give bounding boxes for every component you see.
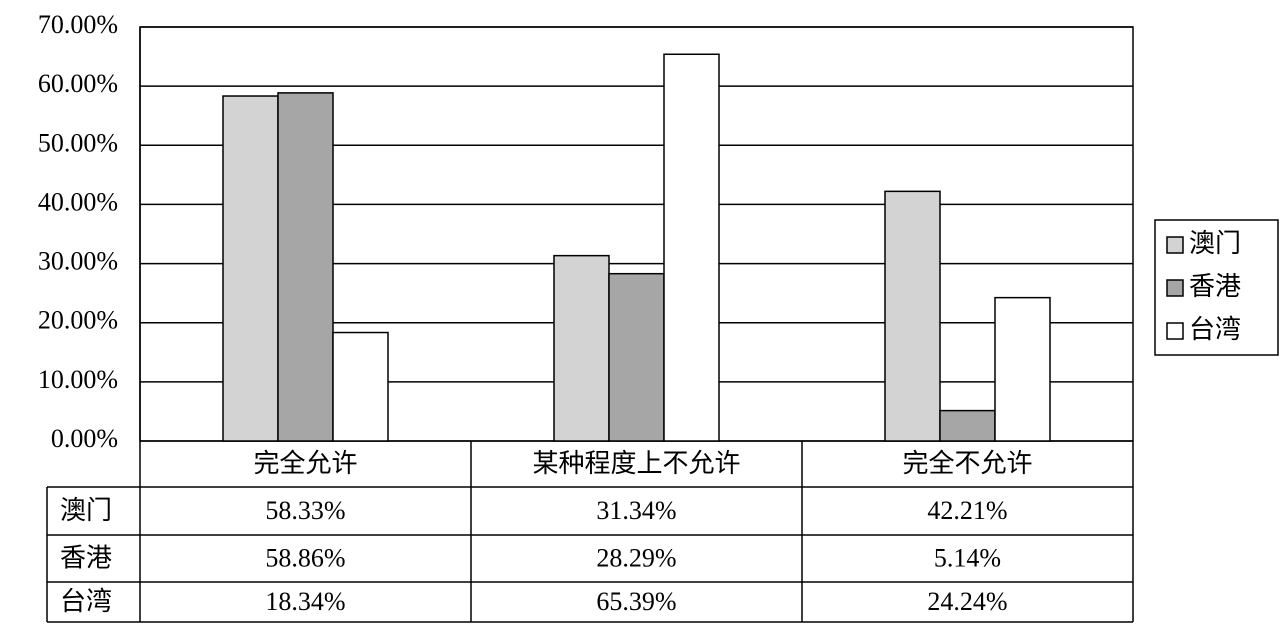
legend-swatch <box>1166 279 1184 297</box>
bar <box>277 92 334 442</box>
y-tick-label: 70.00% <box>38 10 118 39</box>
table-cell: 24.24% <box>927 587 1007 616</box>
y-tick-label: 0.00% <box>51 424 118 453</box>
x-tick-label: 完全允许 <box>253 449 357 478</box>
bar <box>994 296 1051 442</box>
x-tick-label: 某种程度上不允许 <box>532 449 740 478</box>
bar <box>939 409 996 442</box>
table-row-header: 台湾 <box>60 587 112 616</box>
table-cell: 28.29% <box>596 543 676 572</box>
bar <box>608 272 665 442</box>
legend-swatch <box>1166 236 1184 254</box>
legend-label: 澳门 <box>1189 229 1241 258</box>
legend-label: 香港 <box>1189 272 1241 301</box>
bar <box>222 95 279 442</box>
bar <box>884 190 941 442</box>
table-cell: 18.34% <box>265 587 345 616</box>
bar <box>332 331 389 442</box>
y-tick-label: 60.00% <box>38 69 118 98</box>
legend-swatch <box>1166 322 1184 340</box>
table-cell: 5.14% <box>934 543 1001 572</box>
table-cell: 58.86% <box>265 543 345 572</box>
y-tick-label: 20.00% <box>38 306 118 335</box>
table-row-header: 澳门 <box>60 496 112 525</box>
x-tick-label: 完全不允许 <box>902 449 1032 478</box>
table-cell: 31.34% <box>596 496 676 525</box>
bar <box>553 254 610 442</box>
legend-label: 台湾 <box>1189 315 1241 344</box>
table-cell: 65.39% <box>596 587 676 616</box>
legend-box <box>1154 219 1279 356</box>
table-row-header: 香港 <box>60 543 112 572</box>
y-tick-label: 40.00% <box>38 187 118 216</box>
y-tick-label: 10.00% <box>38 365 118 394</box>
y-tick-label: 30.00% <box>38 247 118 276</box>
table-cell: 42.21% <box>927 496 1007 525</box>
table-cell: 58.33% <box>265 496 345 525</box>
bar <box>663 53 720 442</box>
y-tick-label: 50.00% <box>38 128 118 157</box>
